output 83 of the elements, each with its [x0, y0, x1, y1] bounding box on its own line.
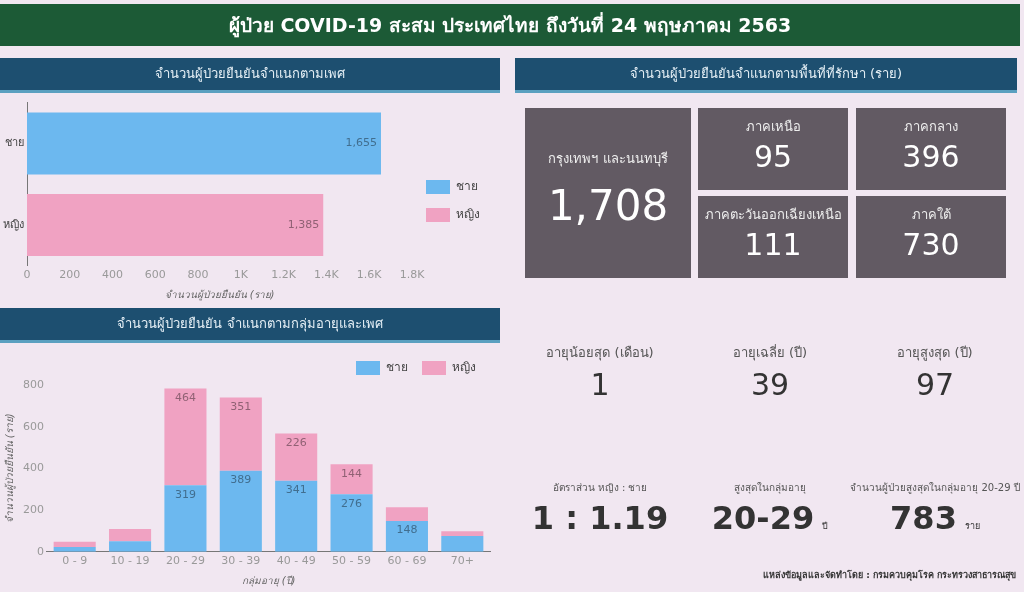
bar	[275, 480, 318, 552]
text: 1	[590, 367, 610, 402]
y-tick-label: 800	[23, 377, 44, 391]
chart-title: จำนวนผู้ป่วยยืนยัน จำแนกตามกลุ่มอายุและเพศ	[0, 308, 500, 343]
category-label: จำนวนผู้ป่วยสูงสุดในกลุ่มอายุ 20-29 ปี	[849, 481, 1021, 495]
x-tick-label: 70+	[450, 554, 474, 568]
text: 97	[915, 367, 955, 402]
bar	[275, 433, 318, 481]
x-tick-label: 30 - 39	[221, 554, 261, 568]
x-tick-label: 40 - 49	[276, 554, 316, 568]
y-tick-label: 600	[23, 419, 44, 433]
legend-label: หญิง	[452, 360, 476, 375]
bar	[441, 535, 484, 552]
bar	[219, 397, 262, 471]
bar	[164, 388, 207, 486]
category-label: สูงสุดในกลุ่มอายุ	[734, 482, 806, 493]
x-tick-label: 800	[187, 268, 209, 282]
x-tick-label: 1.8K	[399, 268, 426, 282]
bar	[330, 464, 373, 495]
y-tick-label: 400	[23, 461, 44, 475]
y-tick-label: 0	[37, 544, 44, 558]
legend-label: ชาย	[386, 360, 408, 375]
category-label: กรุงเทพฯ และนนทบุรี	[547, 150, 669, 169]
legend-label: หญิง	[456, 207, 480, 222]
x-tick-label: 600	[144, 268, 166, 282]
x-tick-label: 1K	[233, 268, 249, 282]
x-tick-label: 200	[59, 268, 81, 282]
x-tick-label: 1.6K	[356, 268, 383, 282]
data-label: 464	[174, 390, 196, 404]
text: 39	[750, 367, 790, 402]
category-label: อัตราส่วน หญิง : ชาย	[551, 481, 649, 495]
category-label: อายุสูงสุด (ปี)	[896, 344, 974, 363]
bar	[385, 507, 428, 521]
x-tick-label: 50 - 59	[332, 554, 372, 568]
text: 1 : 1.19	[531, 499, 669, 537]
category-label: อายุน้อยสุด (เดือน)	[545, 344, 655, 363]
x-tick-label: 0 - 9	[62, 554, 88, 568]
x-tick-label: 400	[102, 268, 124, 282]
text: ปี	[822, 521, 829, 531]
text: ผู้ป่วย COVID-19 สะสม ประเทศไทย ถึงวันที่ 24 พฤษภาคม 2563	[0, 4, 1020, 46]
data-label: 1,385	[287, 217, 320, 231]
data-label: 276	[341, 496, 363, 510]
data-label: 319	[174, 487, 196, 501]
bar	[109, 541, 152, 552]
x-tick-label: 1.2K	[271, 268, 297, 282]
category-label: ภาคกลาง	[903, 118, 959, 136]
category-label: ภาคตะวันออกเฉียงเหนือ	[703, 206, 843, 224]
bar	[219, 470, 262, 552]
x-tick-label: 10 - 19	[110, 554, 150, 568]
text: จำนวนผู้ป่วยยืนยันจำแนกตามพื้นที่ที่รักษา (ราย)	[515, 58, 1017, 93]
bar	[109, 529, 152, 542]
text: 396	[902, 139, 960, 174]
text: 95	[753, 139, 793, 174]
text: แหล่งข้อมูลและจัดทำโดย : กรมควบคุมโรค กระทรวงสาธารณสุข	[763, 569, 1016, 582]
bar	[441, 531, 484, 536]
text: 111	[744, 227, 802, 262]
legend-label: ชาย	[456, 179, 478, 194]
chart-title: จำนวนผู้ป่วยยืนยันจำแนกตามเพศ	[0, 58, 500, 93]
data-label: 341	[285, 483, 307, 497]
text: 783	[890, 499, 957, 537]
text: 730	[902, 227, 960, 262]
data-label: 148	[396, 523, 418, 537]
data-label: 144	[341, 466, 363, 480]
x-tick-label: 1.4K	[314, 268, 340, 282]
bar	[53, 541, 96, 548]
category-label: ภาคใต้	[910, 206, 952, 224]
data-label: 226	[285, 435, 307, 449]
y-tick-label: 200	[23, 502, 44, 516]
category-label: ภาคเหนือ	[744, 118, 802, 136]
bar	[330, 494, 373, 552]
x-axis-title: จำนวนผู้ป่วยยืนยัน (ราย)	[164, 288, 275, 301]
text: ราย	[964, 521, 980, 531]
bar	[164, 485, 207, 552]
text: 1,708	[547, 181, 669, 230]
data-label: 1,655	[345, 136, 377, 150]
text: 20-29	[711, 499, 815, 537]
y-axis-title: จำนวนผู้ป่วยยืนยัน (ราย)	[3, 413, 16, 524]
x-tick-label: 60 - 69	[387, 554, 427, 568]
x-tick-label: 20 - 29	[165, 554, 205, 568]
category-label: อายุเฉลี่ย (ปี)	[731, 343, 809, 363]
data-label: 351	[230, 399, 252, 413]
x-axis-title: กลุ่มอายุ (ปี)	[241, 574, 296, 587]
data-label: 389	[230, 473, 252, 487]
